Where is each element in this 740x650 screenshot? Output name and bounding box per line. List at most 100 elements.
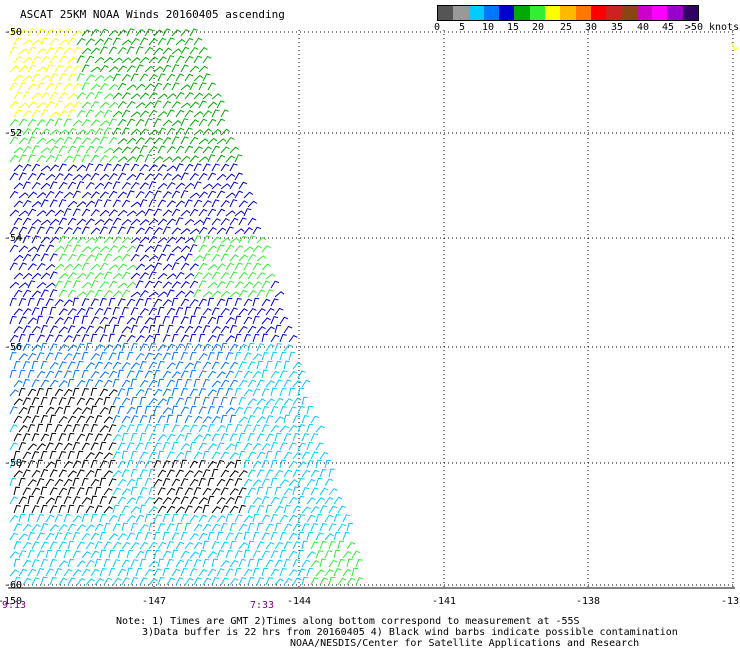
wind-barb: [274, 505, 284, 514]
wind-barb: [31, 235, 40, 244]
wind-barb: [112, 343, 122, 352]
wind-barb: [139, 110, 149, 118]
wind-barb: [54, 568, 63, 577]
wind-barb: [256, 308, 266, 316]
wind-barb: [324, 550, 333, 559]
wind-barb: [301, 559, 311, 568]
wind-barb: [130, 522, 138, 532]
wind-barb: [72, 101, 82, 109]
lon-label: -141: [431, 596, 457, 607]
wind-barb: [270, 334, 280, 343]
wind-barb: [265, 307, 275, 316]
wind-barb: [85, 181, 95, 190]
wind-barb: [301, 540, 308, 550]
wind-barb: [220, 469, 230, 478]
wind-barb: [198, 549, 206, 559]
wind-barb: [202, 272, 212, 280]
wind-barb: [292, 415, 301, 424]
wind-barb: [58, 253, 67, 262]
wind-barb: [265, 469, 274, 478]
wind-barb: [9, 442, 18, 451]
wind-barb: [13, 470, 23, 478]
wind-barb: [117, 568, 126, 577]
wind-barb: [117, 191, 127, 199]
wind-barb: [333, 513, 341, 523]
wind-barb: [207, 460, 217, 469]
wind-barb: [252, 479, 262, 487]
wind-barb: [202, 523, 212, 532]
wind-barb: [252, 315, 260, 325]
wind-barb: [90, 423, 98, 433]
wind-barb: [27, 136, 36, 145]
wind-barb: [166, 362, 176, 370]
wind-barb: [247, 271, 257, 280]
wind-barb: [72, 82, 82, 91]
wind-barb: [216, 531, 223, 541]
wind-barb: [72, 352, 81, 361]
wind-barb: [112, 57, 123, 64]
wind-barb: [18, 154, 27, 163]
wind-barb: [229, 452, 239, 460]
wind-barb: [157, 398, 167, 406]
wind-barb: [184, 218, 195, 226]
wind-barb: [306, 478, 316, 487]
wind-barb: [130, 541, 140, 550]
wind-barb: [13, 289, 23, 298]
wind-barb: [148, 129, 159, 136]
wind-barb: [27, 495, 34, 505]
wind-barb: [198, 47, 208, 55]
wind-barb: [243, 246, 254, 253]
wind-barb: [157, 110, 168, 118]
wind-barb: [220, 290, 231, 298]
wind-barb: [94, 235, 104, 244]
wind-barb: [337, 558, 345, 568]
wind-barb: [103, 307, 112, 316]
wind-barb: [72, 190, 81, 199]
wind-barb: [148, 271, 157, 280]
wind-barb: [256, 577, 265, 586]
wind-barb: [211, 451, 220, 460]
wind-barb: [90, 478, 100, 487]
wind-barb: [72, 515, 82, 523]
wind-barb: [270, 441, 278, 451]
wind-barb: [144, 83, 155, 91]
wind-barb: [198, 298, 207, 307]
wind-barb: [193, 74, 204, 82]
wind-barb: [76, 37, 86, 46]
wind-barb: [324, 533, 334, 541]
wind-barb: [157, 253, 166, 262]
wind-barb: [189, 65, 200, 73]
wind-barb: [279, 442, 288, 451]
wind-barb: [220, 237, 231, 244]
wind-barb: [229, 217, 239, 226]
wind-barb: [121, 39, 132, 46]
wind-barb: [162, 478, 171, 487]
wind-barb: [58, 289, 67, 298]
wind-barb: [234, 567, 242, 577]
wind-barb: [121, 361, 131, 370]
wind-barb: [112, 577, 122, 586]
wind-barb: [13, 541, 22, 550]
wind-barb: [139, 343, 148, 352]
wind-barb: [108, 155, 119, 163]
wind-barb: [270, 370, 280, 379]
wind-barb: [148, 578, 158, 586]
wind-barb: [67, 558, 75, 568]
wind-barb: [36, 281, 47, 289]
wind-barb: [90, 263, 101, 271]
wind-barb: [175, 433, 185, 442]
wind-barb: [72, 30, 83, 37]
wind-barb: [40, 433, 49, 442]
wind-barb: [198, 280, 207, 289]
wind-barb: [135, 335, 145, 343]
wind-barb: [162, 497, 172, 505]
wind-barb: [171, 549, 178, 559]
wind-barb: [211, 307, 220, 316]
wind-barb: [256, 486, 264, 496]
wind-barb: [108, 316, 117, 325]
wind-barb: [274, 291, 285, 298]
wind-barb: [54, 209, 65, 217]
wind-barb: [76, 343, 85, 352]
wind-barb: [148, 560, 158, 568]
wind-barb: [81, 281, 92, 289]
